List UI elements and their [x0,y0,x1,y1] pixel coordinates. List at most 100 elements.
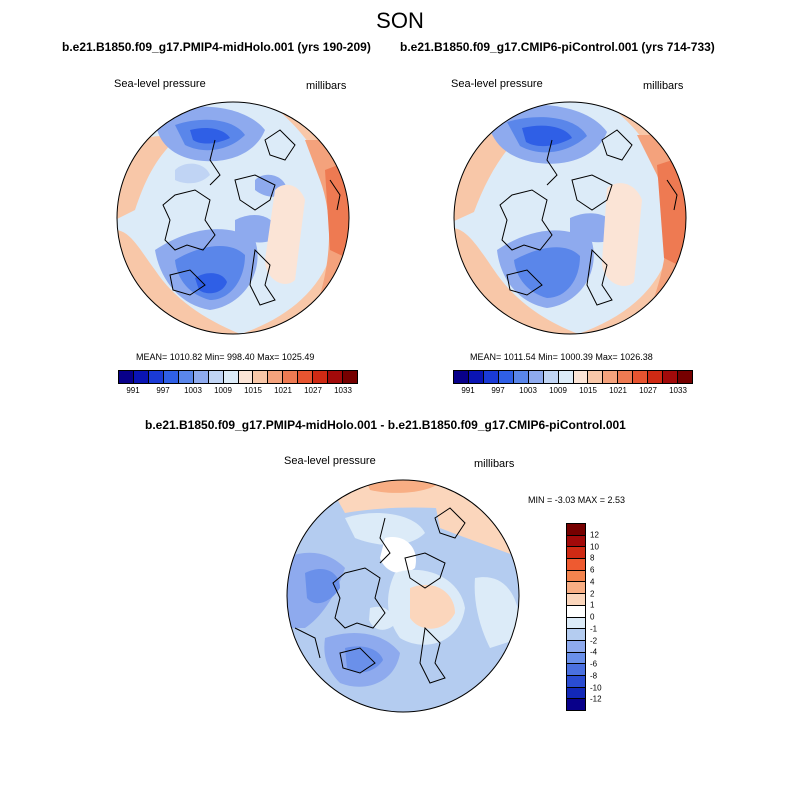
colorbar-swatch [648,371,664,383]
colorbar-swatch [298,371,314,383]
colorbar-swatch [567,594,585,606]
colorbar-swatch [498,371,514,383]
colorbar-tick-label: -1 [590,624,598,634]
colorbar-tick-label: 1021 [274,386,292,395]
left-panel-subtitle: b.e21.B1850.f09_g17.PMIP4-midHolo.001 (y… [62,40,371,54]
colorbar-swatch [253,371,269,383]
difference-subtitle: b.e21.B1850.f09_g17.PMIP4-midHolo.001 - … [145,418,626,432]
colorbar-tick-label: 6 [590,565,595,575]
diff-panel-units-label: millibars [474,458,515,470]
colorbar-swatch [543,371,559,383]
colorbar-tick-label: 0 [590,612,595,622]
colorbar-swatch [567,605,585,618]
colorbar-tick-label: 991 [461,386,475,395]
colorbar-swatch [343,371,357,383]
colorbar-swatch [678,371,692,383]
colorbar-tick-label: 997 [156,386,170,395]
colorbar-tick-label: 1033 [334,386,352,395]
colorbar-tick-label: -2 [590,636,598,645]
colorbar-swatch [193,371,209,383]
colorbar-swatch [328,371,344,383]
colorbar-swatch [567,629,585,641]
colorbar-swatch [119,371,134,383]
right-panel-units-label: millibars [643,80,684,92]
colorbar-tick-label: 997 [491,386,505,395]
colorbar-swatch [588,371,604,383]
colorbar-tick-label: 1015 [579,386,597,395]
colorbar-swatch [133,371,149,383]
colorbar-swatch [567,687,585,700]
colorbar-tick-label: 4 [590,577,595,587]
colorbar-tick-label: 991 [126,386,140,395]
colorbar-tick-label: 2 [590,589,595,598]
colorbar-tick-label: 12 [590,530,599,540]
colorbar-swatch [567,582,585,595]
colorbar-swatch [528,371,544,383]
colorbar-tick-label: 1021 [609,386,627,395]
colorbar-swatch [268,371,284,383]
right-panel-subtitle: b.e21.B1850.f09_g17.CMIP6-piControl.001 … [400,40,715,54]
colorbar-swatch [283,371,299,383]
right-panel-stats: MEAN= 1011.54 Min= 1000.39 Max= 1026.38 [470,352,653,362]
colorbar-tick-label: 1003 [519,386,537,395]
colorbar-swatch [567,524,585,536]
colorbar-swatch [468,371,484,383]
colorbar-swatch [567,617,585,630]
colorbar-swatch [454,371,469,383]
right-panel-variable-label: Sea-level pressure [451,78,543,90]
colorbar-swatch [567,570,585,583]
difference-colorbar [566,523,586,711]
colorbar-tick-label: -8 [590,671,598,681]
colorbar-swatch [573,371,589,383]
colorbar-tick-label: 1003 [184,386,202,395]
colorbar-swatch [178,371,194,383]
colorbar-swatch [567,640,585,653]
colorbar-tick-label: 10 [590,542,599,551]
right-colorbar-ticks: 991 997 1003 1009 1015 1021 1027 1033 [453,386,693,398]
colorbar-tick-label: 1009 [214,386,232,395]
diff-panel-variable-label: Sea-level pressure [284,455,376,467]
difference-colorbar-labels: 12 10 8 6 4 2 1 0 -1 -2 -4 -6 -8 -10 -12 [590,523,630,709]
colorbar-swatch [513,371,529,383]
colorbar-swatch [567,699,585,710]
colorbar-swatch [663,371,679,383]
colorbar-swatch [567,652,585,665]
colorbar-swatch [567,664,585,676]
colorbar-tick-label: 1033 [669,386,687,395]
left-panel-stats: MEAN= 1010.82 Min= 998.40 Max= 1025.49 [136,352,315,362]
colorbar-swatch [238,371,254,383]
colorbar-tick-label: 1015 [244,386,262,395]
left-panel-units-label: millibars [306,80,347,92]
colorbar-swatch [163,371,179,383]
colorbar-swatch [603,371,619,383]
colorbar-swatch [558,371,574,383]
colorbar-swatch [223,371,239,383]
colorbar-swatch [483,371,499,383]
colorbar-swatch [567,559,585,571]
colorbar-tick-label: 1 [590,600,595,610]
diff-panel-stats: MIN = -3.03 MAX = 2.53 [528,495,626,505]
colorbar-tick-label: -4 [590,647,598,657]
colorbar-tick-label: 1009 [549,386,567,395]
colorbar-swatch [148,371,164,383]
left-colorbar-ticks: 991 997 1003 1009 1015 1021 1027 1033 [118,386,358,398]
difference-polar-map [286,479,520,713]
right-colorbar [453,370,693,384]
colorbar-swatch [567,675,585,688]
left-colorbar [118,370,358,384]
right-polar-map [453,101,687,335]
colorbar-swatch [633,371,649,383]
colorbar-swatch [567,547,585,560]
colorbar-tick-label: -12 [590,694,602,704]
colorbar-tick-label: -6 [590,659,598,669]
colorbar-swatch [618,371,634,383]
colorbar-swatch [208,371,224,383]
colorbar-tick-label: 8 [590,553,595,563]
figure-title: SON [376,8,424,33]
left-panel-variable-label: Sea-level pressure [114,78,206,90]
colorbar-tick-label: -10 [590,683,602,692]
colorbar-swatch [567,535,585,548]
colorbar-swatch [313,371,329,383]
colorbar-tick-label: 1027 [639,386,657,395]
colorbar-tick-label: 1027 [304,386,322,395]
